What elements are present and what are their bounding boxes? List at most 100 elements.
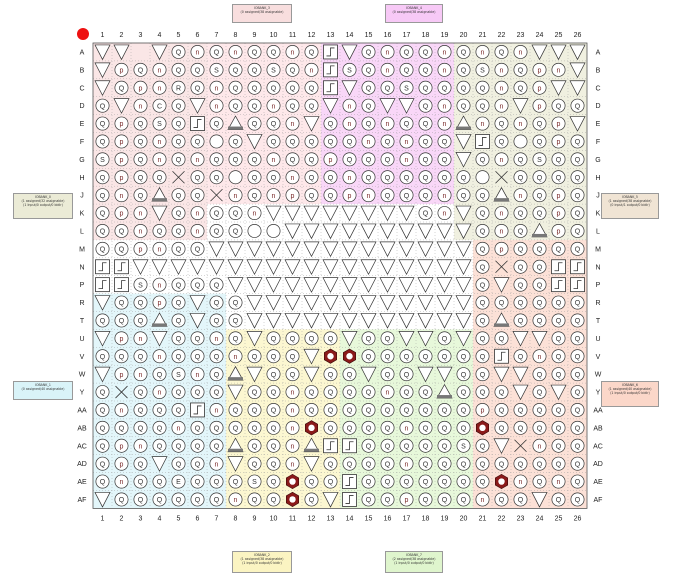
pin-io-pin[interactable]: Q <box>551 403 566 417</box>
pin-power-triangle-down[interactable] <box>360 205 377 222</box>
pin-power-triangle-down[interactable] <box>303 295 320 311</box>
pin-clock-square[interactable] <box>323 80 338 96</box>
pin-io-pin[interactable]: Q <box>323 385 338 399</box>
pin-power-triangle-down[interactable] <box>322 98 339 114</box>
pin-io-pin[interactable]: Q <box>570 492 585 507</box>
pin-io-pin[interactable]: Q <box>285 367 300 382</box>
pin-io-pin[interactable]: Q <box>323 331 338 346</box>
pin-io-pin-n[interactable]: n <box>133 206 148 220</box>
pin-io-pin[interactable]: Q <box>133 403 148 417</box>
pin-assigned-hexagon[interactable] <box>342 348 357 364</box>
pin-io-pin-n[interactable]: n <box>437 45 452 59</box>
pin-io-pin[interactable]: Q <box>304 492 319 507</box>
pin-power-triangle-down[interactable] <box>512 384 529 401</box>
pin-io-pin-p[interactable]: p <box>133 241 148 256</box>
pin-io-pin-n[interactable]: n <box>342 98 357 113</box>
pin-power-triangle-down[interactable] <box>284 259 301 276</box>
pin-io-pin[interactable]: Q <box>114 241 129 256</box>
pin-io-pin[interactable]: Q <box>475 152 490 167</box>
pin-io-pin[interactable]: Q <box>418 403 433 417</box>
pin-io-pin[interactable]: Q <box>475 456 490 471</box>
pin-power-triangle-down[interactable] <box>132 259 149 276</box>
pin-io-pin[interactable]: Q <box>570 403 585 417</box>
pin-io-pin[interactable]: Q <box>551 241 566 256</box>
pin-power-triangle-down[interactable] <box>417 295 434 311</box>
pin-io-pin[interactable]: Q <box>114 492 129 507</box>
pin-io-pin[interactable]: Q <box>133 456 148 471</box>
pin-io-pin[interactable]: Q <box>171 277 186 292</box>
pin-io-pin[interactable]: Q <box>247 116 262 131</box>
pin-power-triangle-down[interactable] <box>189 259 206 276</box>
pin-io-pin-p[interactable]: p <box>342 188 357 203</box>
pin-power-triangle-down[interactable] <box>322 241 339 258</box>
pin-power-triangle-down[interactable] <box>493 277 510 293</box>
pin-ground-triangle-up[interactable] <box>151 312 168 327</box>
pin-power-triangle-down[interactable] <box>398 295 415 311</box>
pin-power-triangle-down[interactable] <box>170 259 187 276</box>
pin-power-triangle-down[interactable] <box>265 313 282 329</box>
pin-io-pin[interactable]: Q <box>190 277 205 292</box>
pin-power-triangle-down[interactable] <box>531 492 548 508</box>
pin-io-pin[interactable]: Q <box>247 420 262 435</box>
pin-io-pin[interactable]: Q <box>532 295 547 310</box>
pin-io-pin[interactable]: Q <box>228 403 243 417</box>
pin-io-pin-n[interactable]: n <box>190 152 205 167</box>
pin-io-pin-n[interactable]: n <box>152 152 167 167</box>
pin-io-pin[interactable]: Q <box>494 134 509 149</box>
pin-io-pin[interactable]: Q <box>475 206 490 220</box>
pin-io-pin[interactable]: Q <box>285 98 300 113</box>
pin-io-pin-p[interactable]: p <box>152 295 167 310</box>
pin-io-pin-n[interactable]: n <box>228 349 243 364</box>
pin-power-triangle-down[interactable] <box>227 277 244 293</box>
pin-io-pin[interactable]: Q <box>285 152 300 167</box>
pin-io-pin-n[interactable]: n <box>513 45 528 59</box>
pin-io-pin[interactable]: Q <box>418 456 433 471</box>
pin-io-pin[interactable]: Q <box>209 385 224 399</box>
pin-io-pin[interactable]: Q <box>494 456 509 471</box>
pin-io-pin[interactable]: Q <box>551 367 566 382</box>
pin-io-pin[interactable]: Q <box>418 492 433 507</box>
pin-io-pin[interactable]: Q <box>475 474 490 489</box>
pin-io-pin[interactable]: Q <box>209 45 224 59</box>
pin-io-pin[interactable]: Q <box>209 420 224 435</box>
pin-io-pin-n[interactable]: n <box>437 98 452 113</box>
pin-power-triangle-down[interactable] <box>455 277 472 293</box>
pin-io-pin[interactable]: Q <box>266 385 281 399</box>
pin-power-triangle-down[interactable] <box>94 295 111 311</box>
pin-power-triangle-down[interactable] <box>398 331 415 347</box>
pin-io-pin[interactable]: Q <box>133 295 148 310</box>
pin-power-triangle-down[interactable] <box>303 313 320 329</box>
pin-io-pin-n[interactable]: n <box>228 45 243 59</box>
pin-io-pin[interactable]: Q <box>95 403 110 417</box>
pin-io-pin-n[interactable]: n <box>285 456 300 471</box>
pin-power-triangle-down[interactable] <box>569 116 586 132</box>
pin-io-pin-n[interactable]: n <box>285 116 300 131</box>
pin-power-triangle-down[interactable] <box>303 456 320 472</box>
pin-io-pin[interactable]: Q <box>133 313 148 328</box>
pin-io-pin[interactable]: Q <box>380 152 395 167</box>
pin-power-triangle-down[interactable] <box>303 277 320 293</box>
pin-io-pin[interactable]: Q <box>342 385 357 399</box>
pin-io-pin[interactable]: Q <box>551 98 566 113</box>
pin-clock-square[interactable] <box>551 277 566 293</box>
pin-power-triangle-down[interactable] <box>417 331 434 347</box>
pin-io-pin[interactable]: Q <box>456 45 471 59</box>
pin-io-pin[interactable]: Q <box>361 438 376 453</box>
pin-io-pin[interactable]: Q <box>513 152 528 167</box>
pin-power-triangle-down[interactable] <box>455 223 472 240</box>
pin-io-pin-n[interactable]: n <box>494 152 509 167</box>
pin-io-pin[interactable]: Q <box>247 349 262 364</box>
pin-io-pin[interactable]: Q <box>171 116 186 131</box>
pin-io-pin[interactable]: Q <box>532 170 547 185</box>
pin-io-pin[interactable]: Q <box>114 349 129 364</box>
pin-power-triangle-down[interactable] <box>436 259 453 276</box>
pin-io-pin-n[interactable]: n <box>380 45 395 59</box>
pin-io-pin-n[interactable]: n <box>266 188 281 203</box>
pin-io-pin[interactable]: Q <box>437 134 452 149</box>
pin-io-pin[interactable]: Q <box>418 134 433 149</box>
pin-io-pin[interactable]: Q <box>399 349 414 364</box>
pin-io-pin-n[interactable]: n <box>266 98 281 113</box>
pin-io-pin-n[interactable]: n <box>152 241 167 256</box>
pin-io-pin[interactable]: Q <box>570 474 585 489</box>
pin-power-triangle-down[interactable] <box>569 44 586 61</box>
